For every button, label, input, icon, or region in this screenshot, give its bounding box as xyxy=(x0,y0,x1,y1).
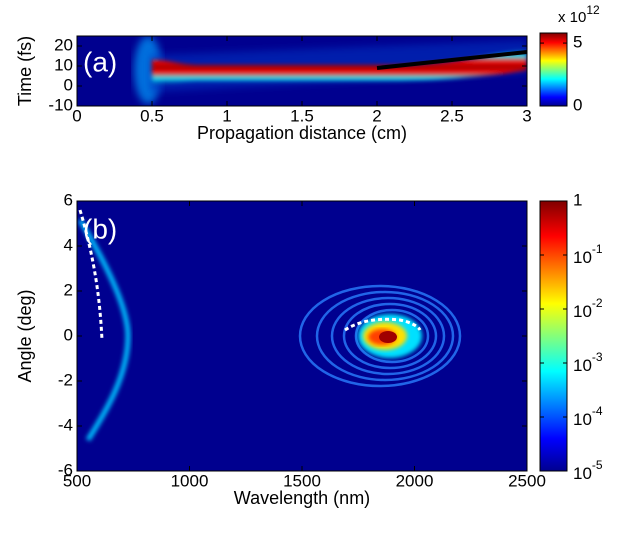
x-tick-label: 3 xyxy=(522,106,531,125)
colorbar-tick-exponent: -5 xyxy=(592,458,603,472)
colorbar xyxy=(539,200,568,472)
y-tick-label: 2 xyxy=(64,280,73,299)
colorbar-tick-label: 1 xyxy=(573,190,582,209)
x-tick-label: 0 xyxy=(72,106,81,125)
colorbar-tick-label: 10-5 xyxy=(573,458,603,483)
x-tick-label: 2500 xyxy=(508,471,546,490)
y-tick-label: 4 xyxy=(64,235,73,254)
x-tick-label: 1.5 xyxy=(290,106,314,125)
x-tick-label: 2.5 xyxy=(440,106,464,125)
x-tick-label: 2000 xyxy=(396,471,434,490)
colorbar-tick-exponent: -1 xyxy=(592,242,603,256)
x-tick-label: 0.5 xyxy=(140,106,164,125)
annotation-line xyxy=(376,50,528,70)
colorbar-tick-label: 5 xyxy=(573,33,582,52)
colorbar xyxy=(539,32,568,107)
y-axis-label: Time (fs) xyxy=(15,36,35,106)
colorbar-tick-base: 10 xyxy=(573,248,592,267)
x-axis-label: Propagation distance (cm) xyxy=(197,123,407,143)
colorbar-tick-exponent: -4 xyxy=(592,404,603,418)
heatmap-b xyxy=(77,201,527,471)
colorbar-tick-label: 0 xyxy=(573,95,582,114)
y-tick-label: 0 xyxy=(64,325,73,344)
colorbar-tick-base: 10 xyxy=(573,302,592,321)
y-tick-label: -4 xyxy=(58,415,73,434)
colorbar-tick-base: 10 xyxy=(573,464,592,483)
y-tick-label: 6 xyxy=(64,190,73,209)
colorbar-tick-label: 10-1 xyxy=(573,242,603,267)
colorbar-multiplier-base: x 10 xyxy=(558,9,586,26)
y-tick-label: 0 xyxy=(64,75,73,94)
colorbar-tick-base: 10 xyxy=(573,410,592,429)
colorbar-tick-label: 10-2 xyxy=(573,296,603,321)
y-axis-label: Angle (deg) xyxy=(15,289,35,382)
x-tick-label: 1 xyxy=(222,106,231,125)
x-tick-label: 1500 xyxy=(283,471,321,490)
colorbar-multiplier-exponent: 12 xyxy=(586,3,600,17)
colorbar-tick-exponent: -2 xyxy=(592,296,603,310)
y-tick-label: -10 xyxy=(48,95,73,114)
colorbar-tick-label: 10-4 xyxy=(573,404,603,429)
y-tick-label: -2 xyxy=(58,370,73,389)
colorbar-tick-exponent: -3 xyxy=(592,350,603,364)
colorbar-tick-base: 10 xyxy=(573,356,592,375)
panel-label: (a) xyxy=(83,46,117,77)
y-tick-label: -6 xyxy=(58,460,73,479)
y-tick-label: 20 xyxy=(54,35,73,54)
y-tick-label: 10 xyxy=(54,55,73,74)
x-tick-label: 2 xyxy=(372,106,381,125)
colorbar-multiplier: x 1012 xyxy=(558,3,600,26)
x-axis-label: Wavelength (nm) xyxy=(234,488,370,508)
panel-label: (b) xyxy=(83,213,117,244)
colorbar-tick-label: 10-3 xyxy=(573,350,603,375)
x-tick-label: 1000 xyxy=(171,471,209,490)
x-tick-label: 500 xyxy=(63,471,91,490)
heatmap-a xyxy=(77,36,527,106)
